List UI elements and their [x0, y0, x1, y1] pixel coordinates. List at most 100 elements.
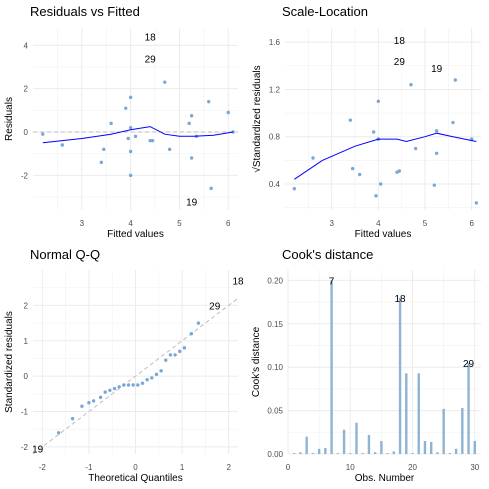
- cooks-bar: [367, 434, 371, 454]
- panel-title: Normal Q-Q: [30, 247, 100, 262]
- data-point: [474, 201, 479, 205]
- data-point: [112, 386, 117, 391]
- plot-area: [33, 28, 238, 210]
- x-axis-title: Fitted values: [355, 229, 412, 240]
- y-tick-label: 1.6: [269, 38, 281, 47]
- data-point: [189, 331, 194, 336]
- data-point: [196, 321, 201, 325]
- chart-panel-3: -2 -1 0 1 2 -2 -1 0 1 2 19 29 18 Normal Q-Q Theoretica…: [4, 247, 244, 484]
- data-point: [397, 169, 402, 173]
- y-tick-label: 0.20: [267, 276, 283, 285]
- data-point: [145, 377, 149, 382]
- cooks-bar: [411, 453, 414, 454]
- y-tick-label: 2: [24, 301, 29, 310]
- x-tick-label: 0: [286, 463, 291, 472]
- cooks-bar: [405, 373, 408, 454]
- smooth-line: [42, 126, 234, 144]
- data-point: [432, 183, 437, 187]
- data-point: [292, 187, 297, 191]
- y-tick-label: 0.00: [267, 450, 283, 459]
- cooks-bar: [361, 453, 364, 454]
- panel-title: Scale-Location: [282, 4, 368, 19]
- x-axis-title: Fitted values: [107, 229, 164, 240]
- data-point: [374, 194, 378, 198]
- y-tick-label: 0.15: [267, 320, 283, 329]
- y-tick-label: -2: [21, 443, 29, 452]
- data-point: [231, 130, 235, 134]
- y-tick-label: 1.2: [269, 85, 281, 94]
- cooks-bar: [436, 452, 439, 454]
- y-tick-label: 0: [24, 372, 29, 381]
- y-axis-title: √Standardized residuals: [251, 65, 263, 172]
- smooth-line: [294, 132, 477, 180]
- point-label: 19: [431, 64, 443, 75]
- cooks-bar: [398, 297, 402, 454]
- point-label: 18: [145, 33, 157, 44]
- cooks-bar: [467, 362, 470, 454]
- cooks-bar: [342, 429, 346, 454]
- data-point: [376, 99, 381, 103]
- x-tick-label: 3: [329, 219, 334, 228]
- data-point: [168, 353, 173, 357]
- data-point: [80, 404, 84, 408]
- cooks-bar: [311, 453, 315, 454]
- data-point: [126, 383, 131, 387]
- data-point: [207, 99, 211, 104]
- point-label: 18: [395, 294, 407, 305]
- chart-panel-1: 3 4 5 6 -2 0 2 4 18 29 19 Residuals vs Fitted Fitted…: [4, 4, 238, 240]
- y-axis-title: Residuals: [4, 97, 15, 141]
- y-tick-label: 0.10: [267, 363, 283, 372]
- cooks-bar: [336, 453, 340, 454]
- x-tick-label: 6: [469, 219, 474, 228]
- point-label: 29: [145, 54, 157, 65]
- x-tick-label: -2: [39, 463, 47, 472]
- data-point: [378, 182, 383, 186]
- point-label: 29: [209, 301, 221, 312]
- point-label: 19: [32, 445, 44, 456]
- panel-title: Cook's distance: [282, 247, 373, 262]
- data-point: [91, 399, 96, 403]
- data-point: [60, 143, 64, 147]
- data-point: [187, 121, 191, 126]
- cooks-bar: [392, 451, 396, 454]
- cooks-bar: [461, 408, 464, 454]
- panel-title: Residuals vs Fitted: [30, 4, 140, 19]
- cooks-bar: [355, 422, 358, 454]
- data-point: [124, 106, 128, 110]
- data-point: [311, 156, 315, 160]
- point-label: 29: [394, 57, 406, 68]
- x-tick-label: 1: [180, 463, 185, 472]
- x-tick-label: 5: [423, 219, 428, 228]
- data-point: [451, 120, 455, 125]
- data-point: [103, 390, 107, 394]
- cooks-bar: [454, 448, 458, 454]
- x-tick-label: -1: [85, 463, 93, 472]
- reference-line: [32, 297, 239, 455]
- x-tick-label: 4: [376, 219, 381, 228]
- cooks-bar: [380, 440, 383, 454]
- point-label: 29: [463, 359, 475, 370]
- data-point: [348, 118, 353, 122]
- gridlines: [33, 270, 238, 454]
- data-point: [350, 166, 355, 171]
- point-label: 7: [329, 276, 335, 287]
- data-point: [122, 383, 126, 387]
- x-tick-label: 2: [226, 463, 231, 472]
- y-tick-label: -1: [21, 408, 29, 417]
- gridlines: [285, 28, 481, 210]
- y-axis-title: Standardized residuals: [4, 311, 15, 413]
- y-tick-label: 0.8: [269, 133, 281, 142]
- data-point: [150, 376, 154, 380]
- x-axis-title: Obs. Number: [355, 473, 415, 484]
- point-label: 18: [394, 36, 406, 47]
- x-tick-label: 3: [80, 219, 85, 228]
- data-point: [434, 151, 439, 155]
- x-tick-label: 20: [408, 463, 417, 472]
- data-point: [163, 80, 167, 84]
- data-point: [226, 110, 230, 115]
- data-point: [150, 138, 155, 143]
- data-point: [128, 125, 133, 130]
- data-point: [140, 381, 145, 385]
